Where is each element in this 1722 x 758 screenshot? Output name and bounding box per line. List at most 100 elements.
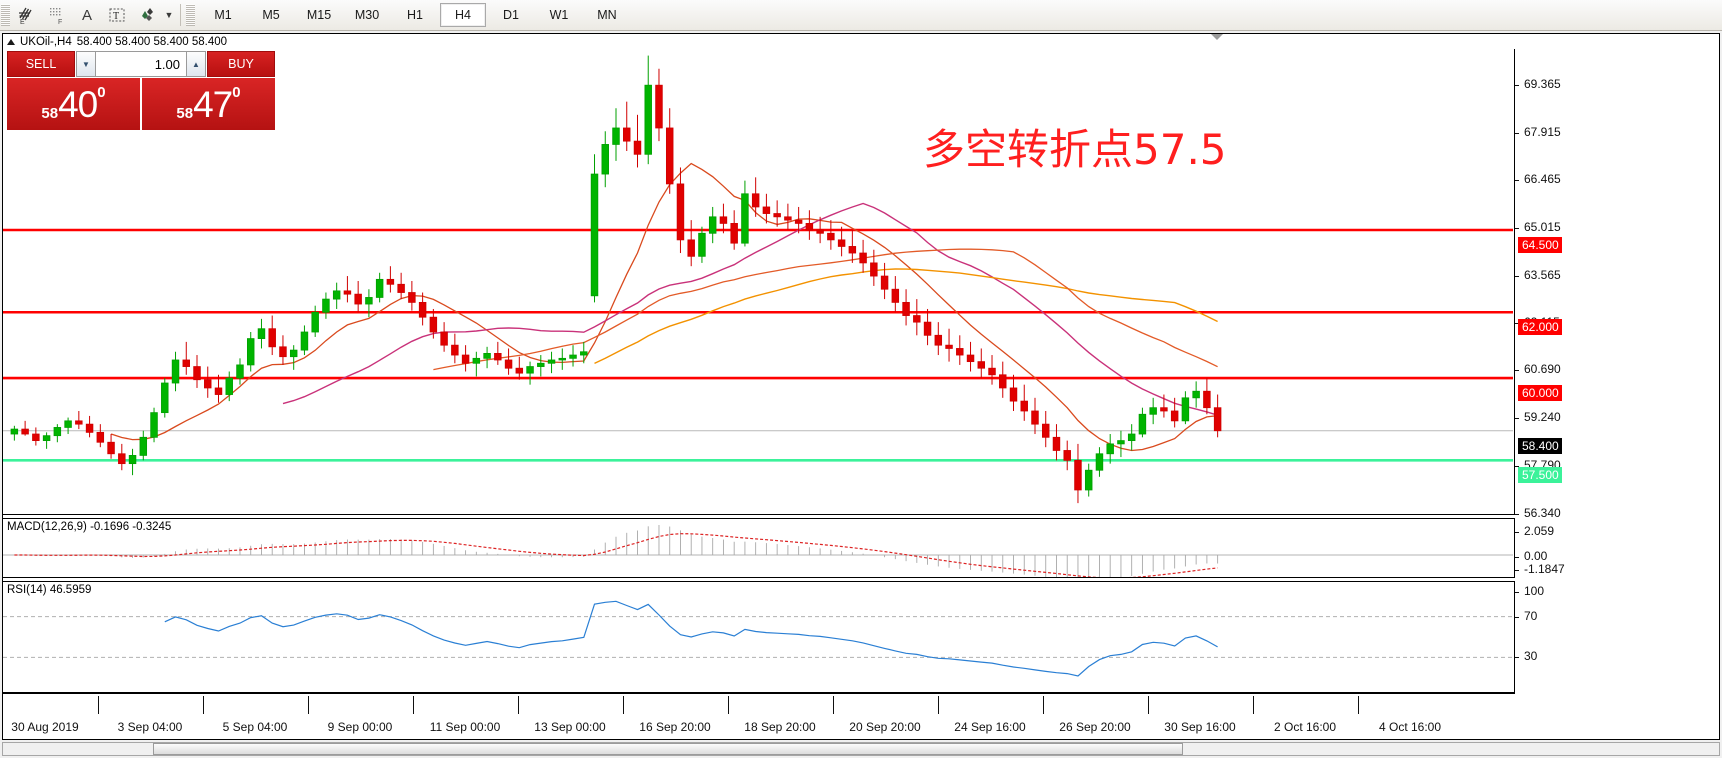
price-level-tag[interactable]: 62.000: [1518, 319, 1562, 336]
ask-price-display[interactable]: 58 47 0: [142, 78, 275, 130]
macd-pane[interactable]: MACD(12,26,9) -0.1696 -0.3245: [3, 518, 1515, 578]
rsi-tick-label: 70: [1524, 608, 1538, 623]
rsi-pane[interactable]: RSI(14) 46.5959: [3, 581, 1515, 693]
price-chart-svg: [3, 55, 1513, 504]
macd-tickmark: [1515, 557, 1519, 558]
ask-price-point: 0: [232, 84, 241, 101]
crosshair-tools-icon[interactable]: [132, 2, 162, 28]
ask-price-main: 47: [193, 83, 233, 125]
time-tick-label: 5 Sep 04:00: [222, 720, 288, 734]
toolbar-grip-2[interactable]: [186, 4, 195, 26]
timeframe-h4[interactable]: H4: [440, 3, 486, 27]
time-tick-separator: [308, 696, 309, 714]
time-tick-label: 4 Oct 16:00: [1378, 720, 1442, 734]
time-tick-label: 11 Sep 00:00: [429, 720, 501, 734]
price-tick-label: 59.240: [1524, 410, 1561, 425]
macd-tick-label: 2.059: [1524, 524, 1555, 538]
price-tickmark: [1515, 513, 1519, 515]
timeframe-m1[interactable]: M1: [214, 8, 232, 22]
volume-decrease-icon[interactable]: ▼: [76, 51, 96, 77]
main-toolbar: E F A T: [0, 0, 1722, 31]
time-tick-label: 9 Sep 00:00: [327, 720, 393, 734]
time-tick-separator: [938, 696, 939, 714]
time-tick-separator: [518, 696, 519, 714]
macd-tick-label: 0.00: [1524, 549, 1548, 563]
price-tick-label: 65.015: [1524, 220, 1561, 235]
timeframe-m5[interactable]: M5: [262, 8, 280, 22]
price-tick-label: 69.365: [1524, 76, 1561, 91]
time-tick-label: 24 Sep 16:00: [954, 720, 1026, 734]
rsi-tickmark: [1515, 592, 1519, 593]
time-tick-label: 13 Sep 00:00: [534, 720, 606, 734]
price-tickmark: [1515, 370, 1519, 372]
volume-increase-icon[interactable]: ▲: [186, 51, 206, 77]
price-tick-label: 67.915: [1524, 124, 1561, 139]
bid-price-main: 40: [58, 83, 98, 125]
price-tick-label: 66.465: [1524, 172, 1561, 187]
price-level-tag[interactable]: 60.000: [1518, 385, 1562, 402]
indicators-icon[interactable]: F: [42, 2, 72, 28]
time-axis[interactable]: 30 Aug 2019 3 Sep 04:00 5 Sep 04:00 9 Sep 0…: [3, 693, 1515, 740]
price-tickmark: [1515, 132, 1519, 134]
price-tick-label: 56.340: [1524, 505, 1561, 520]
dropdown-arrow-icon[interactable]: ▼: [164, 10, 174, 20]
volume-stepper[interactable]: ▼ 1.00 ▲: [76, 51, 206, 77]
time-tick-separator: [413, 696, 414, 714]
timeframe-h1[interactable]: H1: [407, 8, 423, 22]
expert-advisor-icon[interactable]: E: [12, 2, 42, 28]
toolbar-grip-1[interactable]: [1, 4, 10, 26]
collapse-caret-icon[interactable]: [7, 38, 15, 45]
chart-window: UKOil-,H4 58.400 58.400 58.400 58.400 SE…: [2, 33, 1720, 740]
text-object-icon[interactable]: T: [102, 2, 132, 28]
chart-header: UKOil-,H4 58.400 58.400 58.400 58.400: [3, 34, 227, 49]
text-label-icon[interactable]: A: [81, 6, 92, 24]
price-tick-label: 63.565: [1524, 267, 1561, 282]
price-tickmark: [1515, 180, 1519, 182]
rsi-label: RSI(14) 46.5959: [7, 584, 92, 596]
rsi-chart-svg: [3, 600, 1513, 677]
buy-button[interactable]: BUY: [207, 51, 275, 77]
time-tick-separator: [833, 696, 834, 714]
time-tick-separator: [1358, 696, 1359, 714]
price-level-tag[interactable]: 64.500: [1518, 236, 1562, 253]
macd-label: MACD(12,26,9) -0.1696 -0.3245: [7, 521, 172, 533]
macd-tick-label: -1.1847: [1524, 562, 1565, 576]
scrollbar-thumb[interactable]: [153, 743, 1183, 755]
timeframe-d1[interactable]: D1: [503, 8, 519, 22]
time-tick-separator: [623, 696, 624, 714]
macd-tickmark: [1515, 570, 1519, 571]
timeframe-w1[interactable]: W1: [549, 8, 569, 22]
price-axis[interactable]: 69.36567.91566.46565.01563.56562.11560.6…: [1515, 49, 1719, 520]
time-tick-label: 2 Oct 16:00: [1273, 720, 1337, 734]
timeframe-group: M1 M5 M15 M30 H1 H4 D1 W1 MN: [199, 3, 631, 27]
time-tick-label: 20 Sep 20:00: [849, 720, 921, 734]
timeframe-mn[interactable]: MN: [597, 8, 617, 22]
time-tick-separator: [98, 696, 99, 714]
rsi-tick-label: 30: [1524, 649, 1538, 664]
price-tickmark: [1515, 465, 1519, 467]
bid-price-display[interactable]: 58 40 0: [7, 78, 140, 130]
current-price-tag: 58.400: [1518, 437, 1562, 454]
time-tick-label: 30 Sep 16:00: [1164, 720, 1236, 734]
horizontal-scrollbar[interactable]: [2, 742, 1720, 756]
price-tickmark: [1515, 228, 1519, 230]
price-tickmark: [1515, 418, 1519, 420]
rsi-axis: 100 70 30: [1515, 581, 1719, 693]
volume-input[interactable]: 1.00: [96, 51, 186, 77]
sell-button[interactable]: SELL: [7, 51, 75, 77]
time-tick-label: 26 Sep 20:00: [1059, 720, 1131, 734]
ask-price-lead: 58: [176, 105, 194, 122]
time-tick-separator: [203, 696, 204, 714]
rsi-tickmark: [1515, 616, 1519, 618]
time-tick-label: 3 Sep 04:00: [117, 720, 183, 734]
price-level-tag[interactable]: 57.500: [1518, 467, 1562, 484]
timeframe-m15[interactable]: M15: [306, 8, 332, 22]
chart-scroll-marker-icon: [1211, 34, 1223, 40]
price-tickmark: [1515, 275, 1519, 277]
timeframe-m30[interactable]: M30: [354, 8, 380, 22]
time-tick-separator: [1043, 696, 1044, 714]
time-tick-separator: [1148, 696, 1149, 714]
bid-price-point: 0: [97, 84, 106, 101]
rsi-tick-label: 100: [1524, 584, 1545, 598]
